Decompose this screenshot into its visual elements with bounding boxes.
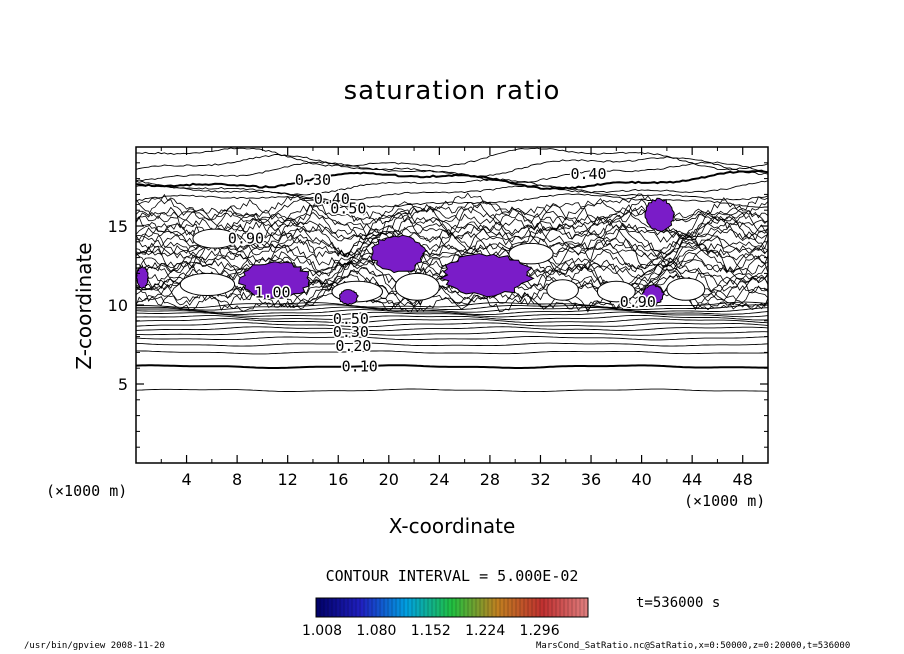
x-tick-label: 32 bbox=[530, 470, 550, 489]
contour-line bbox=[136, 322, 768, 328]
supersaturated-region bbox=[641, 284, 665, 306]
contour-line bbox=[136, 326, 768, 332]
cloud-gap bbox=[666, 277, 706, 301]
y-tick-label: 10 bbox=[108, 296, 128, 315]
contour-label: 0.40 bbox=[314, 190, 350, 208]
colorbar-tick-label: 1.008 bbox=[302, 623, 342, 639]
time-label: t=536000 s bbox=[636, 595, 721, 611]
contour-label: 0.40 bbox=[570, 165, 606, 183]
x-tick-label: 48 bbox=[733, 470, 753, 489]
contour-line bbox=[136, 161, 768, 184]
colorbar-tick-label: 1.296 bbox=[520, 623, 560, 639]
y-axis-unit: (×1000 m) bbox=[46, 482, 128, 500]
contour-line bbox=[136, 147, 768, 171]
x-tick-label: 4 bbox=[181, 470, 191, 489]
x-tick-label: 36 bbox=[581, 470, 601, 489]
supersaturated-region bbox=[371, 234, 427, 274]
cloud-gap bbox=[179, 272, 236, 297]
contour-line bbox=[136, 301, 768, 309]
chart-title: saturation ratio bbox=[343, 76, 561, 106]
contour-lines: 0.100.200.300.500.300.400.500.400.901.00… bbox=[136, 147, 768, 393]
supersaturated-region bbox=[338, 289, 359, 306]
contour-line bbox=[136, 304, 768, 311]
cloud-gap bbox=[508, 242, 554, 265]
contour-line bbox=[136, 232, 768, 260]
contour-line bbox=[136, 213, 768, 257]
contour-label: 0.30 bbox=[333, 323, 369, 341]
contour-line bbox=[136, 169, 768, 190]
contour-interval: CONTOUR INTERVAL = 5.000E-02 bbox=[325, 567, 579, 585]
colorbar-tick-label: 1.152 bbox=[411, 623, 451, 639]
x-tick-label: 28 bbox=[480, 470, 500, 489]
x-tick-label: 44 bbox=[682, 470, 702, 489]
contour-label: 0.30 bbox=[295, 171, 331, 189]
cloud-gap bbox=[394, 272, 440, 301]
x-tick-label: 24 bbox=[429, 470, 449, 489]
contour-line bbox=[136, 273, 768, 296]
contour-line bbox=[136, 318, 768, 324]
contour-line bbox=[136, 331, 768, 336]
supersaturated-region bbox=[644, 197, 675, 233]
colorbar bbox=[315, 597, 589, 618]
x-axis-label: X-coordinate bbox=[388, 514, 516, 538]
y-tick-label: 15 bbox=[108, 217, 128, 236]
contour-line bbox=[136, 364, 768, 369]
contour-line bbox=[136, 311, 768, 318]
x-tick-label: 12 bbox=[278, 470, 298, 489]
supersaturated-region bbox=[136, 264, 150, 289]
x-axis-unit: (×1000 m) bbox=[684, 492, 766, 510]
x-tick-label: 8 bbox=[232, 470, 242, 489]
contour-label: 1.00 bbox=[254, 283, 290, 301]
contour-line bbox=[136, 209, 768, 242]
x-tick-label: 20 bbox=[379, 470, 399, 489]
contour-line bbox=[136, 314, 768, 321]
footer-program: /usr/bin/gpview 2008-11-20 bbox=[24, 641, 165, 651]
contour-line bbox=[136, 273, 768, 311]
cloud-gap bbox=[596, 280, 636, 303]
contour-label: 0.20 bbox=[335, 337, 371, 355]
cloud-gap bbox=[546, 279, 579, 301]
contour-line bbox=[136, 239, 768, 261]
supersaturated-region bbox=[238, 261, 311, 300]
x-tick-label: 40 bbox=[631, 470, 651, 489]
contour-label: 0.10 bbox=[342, 358, 378, 376]
contour-label: 0.90 bbox=[228, 230, 264, 248]
contour-line bbox=[136, 184, 768, 202]
colorbar-tick-label: 1.080 bbox=[356, 623, 396, 639]
contour-line bbox=[136, 278, 768, 311]
contour-line bbox=[136, 178, 768, 196]
contour-line bbox=[136, 309, 768, 316]
footer-source: MarsCond_SatRatio.nc@SatRatio,x=0:50000,… bbox=[536, 641, 851, 651]
cloud-gap bbox=[192, 228, 238, 249]
contour-label: 0.50 bbox=[330, 200, 366, 218]
supersaturated-region bbox=[438, 253, 535, 298]
colorbar-tick-label: 1.224 bbox=[465, 623, 505, 639]
contour-label: 0.90 bbox=[620, 293, 656, 311]
x-tick-label: 16 bbox=[328, 470, 348, 489]
contour-label: 0.50 bbox=[333, 310, 369, 328]
contour-line bbox=[136, 342, 768, 347]
y-tick-label: 5 bbox=[118, 375, 128, 394]
contour-line bbox=[136, 306, 768, 313]
contour-line bbox=[136, 154, 768, 178]
contour-line bbox=[136, 350, 768, 355]
contour-line bbox=[136, 388, 768, 393]
contour-line bbox=[136, 336, 768, 341]
